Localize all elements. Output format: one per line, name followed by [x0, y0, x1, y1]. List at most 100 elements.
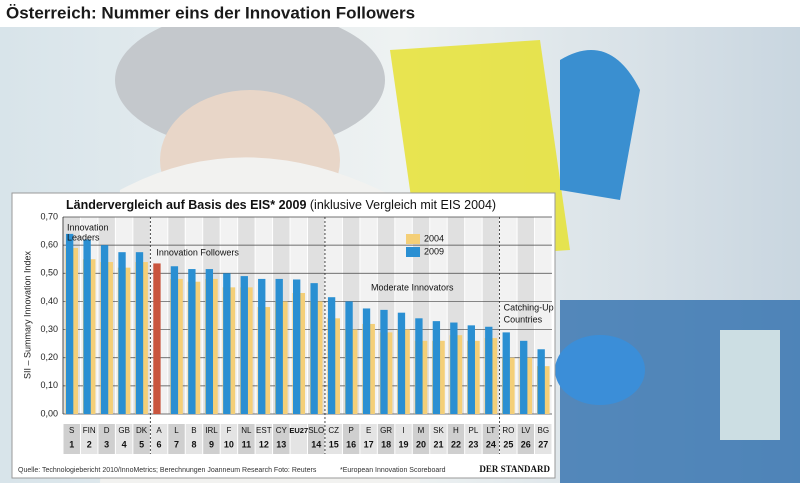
bar — [293, 279, 301, 414]
category-box — [465, 424, 482, 454]
rank-label: 5 — [139, 439, 144, 449]
rank-label: 14 — [311, 439, 321, 449]
category-box — [255, 424, 273, 454]
y-axis-label: SII – Summary Innovation Index — [22, 250, 32, 379]
rank-label: 15 — [329, 439, 339, 449]
x-tick-label: LV — [521, 426, 531, 435]
x-tick-label: GB — [118, 426, 130, 435]
x-tick-label: P — [348, 426, 353, 435]
footnote: *European Innovation Scoreboard — [340, 467, 446, 474]
category-box — [517, 424, 535, 454]
rank-label: 9 — [209, 439, 214, 449]
x-tick-label: DK — [136, 426, 148, 435]
bar — [345, 301, 353, 414]
rank-label: 2 — [87, 439, 92, 449]
x-tick-label: H — [453, 426, 459, 435]
category-box — [500, 424, 517, 454]
chart-subtitle: (inklusive Vergleich mit EIS 2004) — [310, 198, 496, 212]
category-box — [150, 424, 168, 454]
group-label: Innovation — [67, 222, 109, 232]
bar — [362, 308, 371, 414]
rank-label: 11 — [242, 439, 252, 449]
y-tick-label: 0,60 — [40, 240, 58, 250]
x-tick-label: F — [226, 426, 231, 435]
category-box — [325, 424, 342, 454]
category-box — [412, 424, 430, 454]
category-box — [63, 424, 80, 454]
bar — [327, 297, 336, 414]
x-tick-label: M — [418, 426, 425, 435]
rank-label: 1 — [69, 439, 74, 449]
bar — [188, 269, 196, 414]
chart-title: Ländervergleich auf Basis des EIS* 2009 … — [66, 198, 496, 212]
x-tick-label: CZ — [328, 426, 339, 435]
category-box — [168, 424, 185, 454]
bar — [537, 349, 545, 414]
group-label: Countries — [504, 314, 543, 324]
x-tick-label: LT — [487, 426, 496, 435]
bar — [502, 332, 510, 414]
bar — [118, 252, 126, 414]
x-tick-label: E — [366, 426, 371, 435]
x-tick-label: GR — [380, 426, 392, 435]
category-box — [342, 424, 360, 454]
x-tick-label: D — [104, 426, 110, 435]
y-tick-label: 0,30 — [40, 324, 58, 334]
rank-label: 24 — [486, 439, 496, 449]
page-title: Österreich: Nummer eins der Innovation F… — [6, 3, 415, 22]
publisher: DER STANDARD — [479, 464, 550, 474]
category-box — [203, 424, 220, 454]
category-box — [115, 424, 133, 454]
bar — [310, 283, 318, 414]
category-box — [535, 424, 552, 454]
rank-label: 20 — [416, 439, 426, 449]
x-tick-label: FIN — [83, 426, 96, 435]
bar — [397, 312, 406, 414]
y-tick-label: 0,40 — [40, 296, 58, 306]
rank-label: 16 — [346, 439, 356, 449]
x-tick-label: BG — [537, 426, 549, 435]
legend-swatch — [406, 247, 420, 257]
rank-label: 27 — [538, 439, 548, 449]
y-tick-label: 0,00 — [40, 408, 58, 418]
category-box — [290, 424, 307, 454]
rank-label: 23 — [468, 439, 478, 449]
legend-swatch — [406, 234, 420, 244]
rank-label: 19 — [399, 439, 409, 449]
bar — [170, 266, 179, 414]
category-box — [360, 424, 377, 454]
x-tick-label: EU27 — [289, 426, 308, 435]
y-tick-label: 0,70 — [40, 211, 58, 221]
rank-label: 10 — [224, 439, 234, 449]
rank-label: 13 — [276, 439, 286, 449]
bar — [380, 309, 388, 414]
x-tick-label: RO — [502, 426, 514, 435]
rank-label: 26 — [521, 439, 531, 449]
rank-label: 8 — [191, 439, 196, 449]
rank-label: 12 — [259, 439, 269, 449]
category-box — [273, 424, 290, 454]
rank-label: 22 — [451, 439, 461, 449]
rank-label: 21 — [433, 439, 443, 449]
bar — [275, 278, 283, 414]
bar — [258, 278, 266, 414]
group-label: Innovation Followers — [156, 247, 239, 257]
bar — [520, 340, 528, 414]
x-tick-label: SLO — [308, 426, 324, 435]
group-label: Leaders — [67, 232, 100, 242]
x-tick-label: EST — [256, 426, 272, 435]
category-box — [377, 424, 395, 454]
x-tick-label: S — [69, 426, 74, 435]
legend-label: 2009 — [424, 246, 444, 256]
rank-label: 6 — [157, 439, 162, 449]
bar — [83, 239, 91, 414]
rank-label: 25 — [503, 439, 513, 449]
rank-label: 18 — [381, 439, 391, 449]
group-label: Catching-Up — [504, 302, 554, 312]
category-box — [238, 424, 255, 454]
legend-label: 2004 — [424, 233, 444, 243]
bar — [450, 322, 458, 414]
bar — [485, 326, 493, 414]
y-tick-label: 0,10 — [40, 380, 58, 390]
